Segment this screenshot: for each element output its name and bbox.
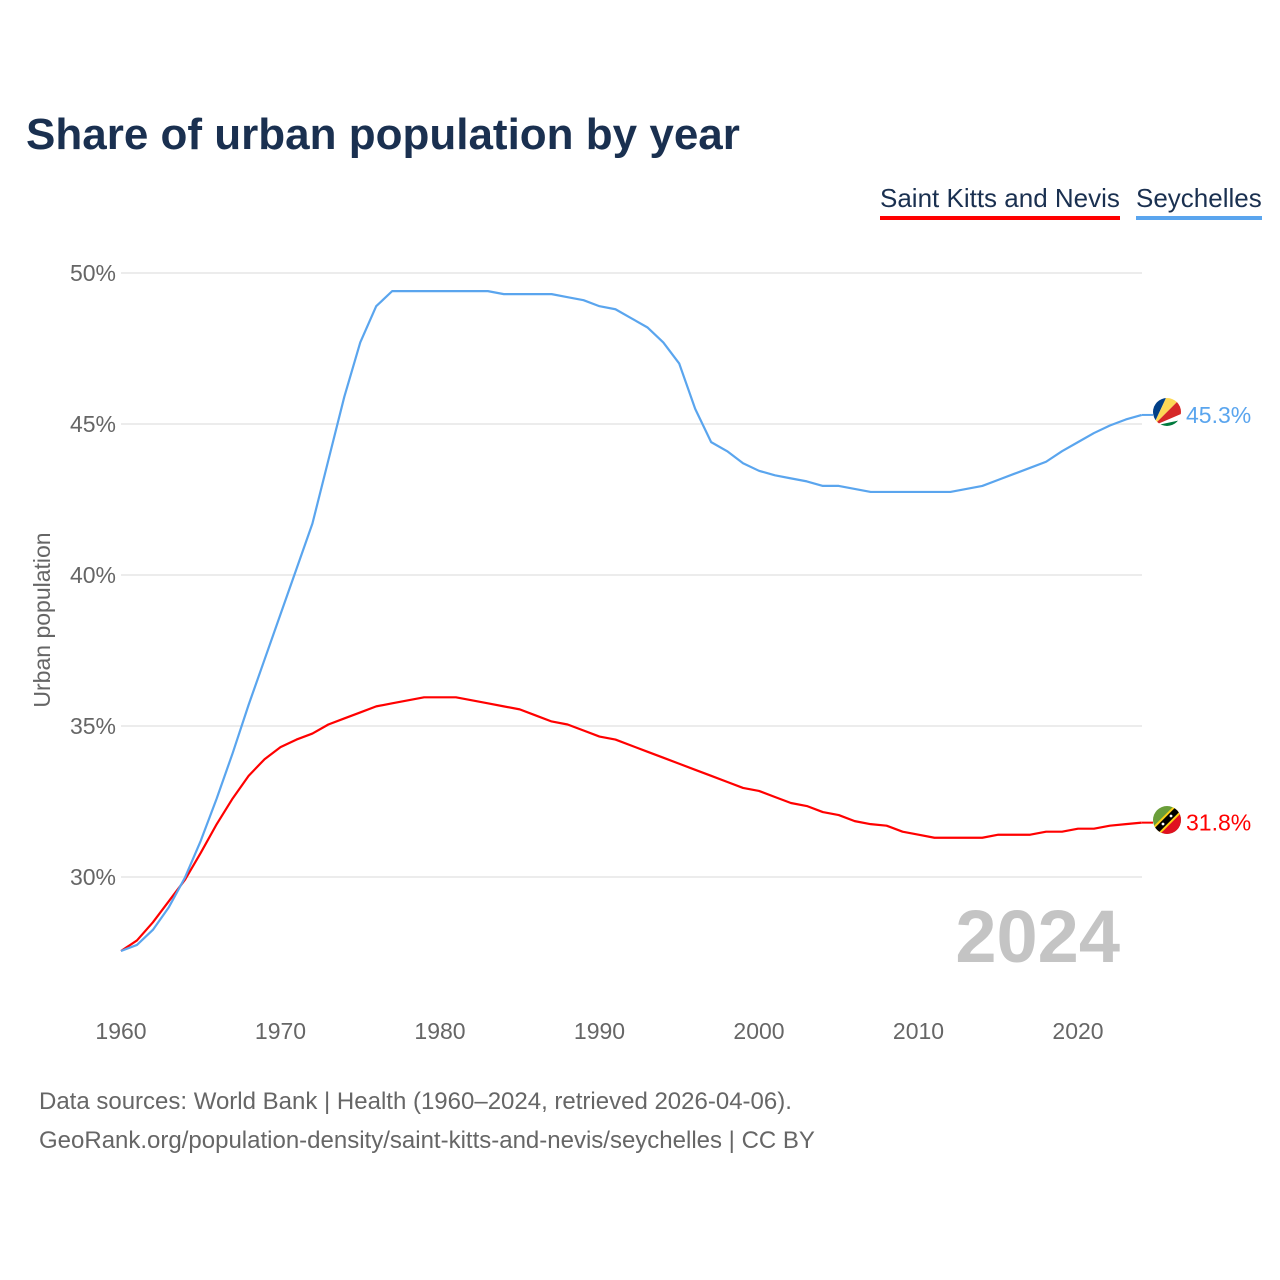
y-tick-label: 40% — [70, 562, 116, 588]
x-tick-label: 2000 — [733, 1018, 784, 1044]
year-watermark: 2024 — [955, 895, 1120, 978]
y-axis-label: Urban population — [29, 532, 55, 707]
footer-sources: Data sources: World Bank | Health (1960–… — [39, 1088, 792, 1115]
footer-link[interactable]: GeoRank.org/population-density/saint-kit… — [39, 1127, 815, 1154]
x-tick-label: 1970 — [255, 1018, 306, 1044]
saint-kitts-and-nevis-flag-icon — [1153, 806, 1181, 834]
x-tick-label: 2020 — [1052, 1018, 1103, 1044]
end-value-label: 45.3% — [1186, 402, 1251, 428]
series-line-saint-kitts-and-nevis[interactable] — [120, 696, 1142, 952]
x-tick-label: 2010 — [893, 1018, 944, 1044]
seychelles-flag-icon — [1153, 398, 1181, 426]
y-tick-label: 35% — [70, 713, 116, 739]
y-tick-label: 50% — [70, 260, 116, 286]
x-tick-label: 1990 — [574, 1018, 625, 1044]
y-tick-label: 30% — [70, 864, 116, 890]
y-tick-label: 45% — [70, 411, 116, 437]
x-tick-label: 1960 — [95, 1018, 146, 1044]
chart-title: Share of urban population by year — [26, 110, 740, 159]
series-line-seychelles[interactable] — [120, 290, 1143, 953]
legend-saint-kitts-and-nevis[interactable]: Saint Kitts and Nevis — [880, 183, 1120, 220]
x-tick-label: 1980 — [414, 1018, 465, 1044]
end-value-label: 31.8% — [1186, 810, 1251, 836]
legend-seychelles[interactable]: Seychelles — [1136, 183, 1262, 220]
